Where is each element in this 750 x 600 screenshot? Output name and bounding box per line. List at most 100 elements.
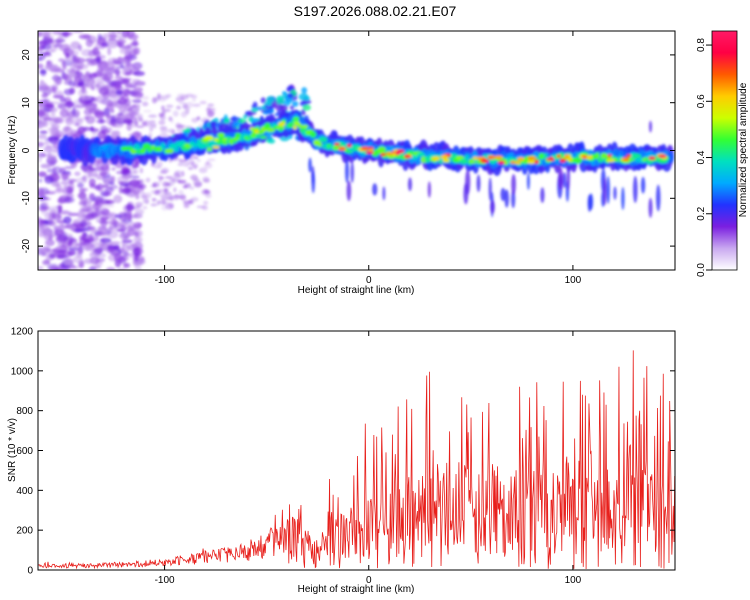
spectrogram-cell: [53, 214, 63, 221]
spectrogram-cell: [134, 247, 144, 256]
spectrogram-cell: [121, 59, 129, 65]
spectrogram-cell: [194, 180, 203, 187]
spectrogram-cell: [97, 225, 107, 232]
spectrogram-cell: [63, 232, 68, 236]
spectrogram-cell: [81, 96, 91, 101]
spectrogram-cell: [108, 219, 119, 226]
spectrogram-cell: [39, 219, 45, 226]
spectrogram-cell: [136, 186, 144, 192]
spectrogram-cell: [38, 154, 43, 163]
spectrogram-cell: [626, 154, 632, 158]
spectrogram-cell: [185, 127, 191, 133]
spectrogram-cell: [97, 62, 109, 71]
spectrogram-cell: [259, 135, 267, 139]
spectrogram-cell: [396, 149, 405, 154]
spectrogram-cell: [566, 163, 571, 191]
spectrogram-cell: [487, 155, 493, 160]
spectrogram-cell: [613, 186, 617, 200]
spectrogram-cell: [511, 189, 516, 209]
spectrogram-cell: [207, 107, 216, 112]
spectrogram-cell: [81, 232, 87, 241]
spectrogram-cell: [606, 176, 610, 205]
spectrogram-cell: [107, 247, 115, 253]
spectrogram-cell: [68, 87, 76, 95]
spectrogram-cell: [346, 180, 352, 202]
spectrogram-cell: [45, 104, 55, 108]
spectrogram-cell: [40, 68, 47, 77]
spectrogram-cell: [667, 150, 674, 164]
spectrogram-cell: [148, 114, 158, 118]
spectrogram-cell: [346, 143, 352, 148]
spectrogram-cell: [365, 150, 375, 154]
spectrogram-cell: [142, 101, 149, 107]
spectrogram-cell: [111, 167, 116, 171]
spectrogram-cell: [107, 37, 117, 41]
spectrogram-cell: [116, 228, 123, 232]
spectrogram-cell: [75, 121, 80, 127]
spectrogram-cell: [133, 71, 145, 77]
spectrogram-cell: [287, 93, 294, 98]
spectrogram-cell: [38, 178, 43, 183]
spectrogram-cell: [155, 161, 163, 167]
spectrogram-cell: [151, 97, 157, 104]
spectrogram-cell: [38, 130, 48, 134]
spectrogram-cell: [566, 157, 573, 162]
spectrogram-cell: [38, 134, 47, 138]
spectrogram-cell: [151, 197, 157, 202]
spectrogram-cell: [46, 34, 55, 40]
spectrogram-cell: [125, 63, 135, 68]
spectrogram-cell: [46, 153, 58, 160]
spectrogram-cell: [207, 103, 215, 107]
spectrogram-cell: [53, 225, 59, 231]
spectrogram-cell: [73, 104, 85, 109]
spectrogram-cell: [145, 177, 151, 183]
spectrogram-cell: [274, 97, 285, 105]
spectrogram-cell: [96, 183, 104, 193]
spectrogram-cell: [44, 63, 57, 71]
spectrogram-cell: [97, 33, 103, 40]
spectrogram-cell: [562, 158, 567, 162]
spectrogram-cell: [169, 195, 175, 202]
spectrogram-cell: [150, 203, 158, 207]
spectrogram-cell: [165, 93, 172, 98]
spectrogram-cell: [168, 202, 174, 209]
spectrogram-cell: [136, 179, 143, 184]
spectrogram-cell: [206, 147, 213, 152]
spectrogram-cell: [38, 63, 44, 70]
spectrogram-cell: [105, 212, 118, 220]
spectrogram-cell: [277, 121, 286, 127]
spectrogram-cell: [94, 43, 100, 49]
spectrogram-cell: [38, 231, 45, 238]
spectrogram-cell: [134, 119, 139, 126]
spectrogram-cell: [289, 105, 295, 110]
spectrogram-cell: [38, 104, 43, 109]
spectrogram-cell: [205, 135, 210, 139]
spectrogram-cell: [45, 239, 55, 247]
spectrogram-cell: [180, 111, 188, 118]
spectrogram-cell: [61, 60, 67, 69]
spectrogram-cell: [203, 178, 211, 183]
spectrogram-cell: [222, 137, 228, 141]
snr-x-tick-label: -100: [155, 575, 175, 586]
spectrogram-cell: [173, 146, 179, 152]
spectrogram-cell: [197, 142, 207, 149]
spectrogram-cell: [107, 31, 116, 37]
spectrogram-cell: [385, 152, 394, 156]
spectrogram-cell: [74, 74, 82, 83]
spectrogram-cell: [176, 105, 182, 110]
spectrogram-cell: [205, 193, 212, 199]
spectrogram-cell: [56, 184, 63, 192]
spectrogram-cell: [265, 109, 273, 115]
spectrogram-cell: [68, 178, 77, 182]
spectrogram-cell: [196, 116, 201, 121]
spectrogram-cell: [140, 147, 146, 154]
spectrogram-cell: [308, 157, 312, 173]
spectrogram-cell: [38, 266, 44, 270]
colorbar-label: Normalized spectral amplitude: [738, 82, 749, 217]
spectrogram-cell: [302, 104, 311, 111]
spectrogram-cell: [472, 156, 478, 160]
spectrogram-cell: [480, 159, 489, 164]
spectrogram-cell: [95, 211, 108, 217]
spectrogram-cell: [142, 206, 148, 210]
